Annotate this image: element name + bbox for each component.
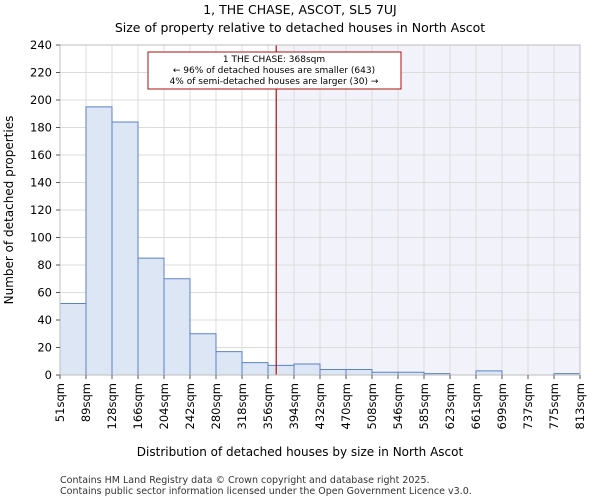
y-tick-label: 100 xyxy=(30,231,52,245)
x-tick-label: 508sqm xyxy=(365,383,379,429)
x-tick-label: 166sqm xyxy=(131,383,145,429)
bar-432sqm xyxy=(319,369,347,376)
x-tick-label: 242sqm xyxy=(183,383,197,429)
footer-line-1: Contains HM Land Registry data © Crown c… xyxy=(60,475,430,486)
x-tick-label: 204sqm xyxy=(157,383,171,429)
x-axis-ticks: 51sqm 89sqm 128sqm 166sqm 204sqm 242sqm 280sqm… xyxy=(53,375,587,429)
chart-subtitle: Size of property relative to detached ho… xyxy=(115,20,485,35)
bar-470sqm xyxy=(345,369,373,376)
y-tick-label: 140 xyxy=(30,176,52,190)
annotation-line-1: 1 THE CHASE: 368sqm xyxy=(223,55,325,65)
bar-661sqm xyxy=(475,370,503,376)
x-tick-label: 813sqm xyxy=(573,383,587,429)
x-tick-label: 394sqm xyxy=(287,383,301,429)
chart-title: 1, THE CHASE, ASCOT, SL5 7UJ xyxy=(203,2,397,17)
x-tick-label: 623sqm xyxy=(443,383,457,429)
x-tick-label: 737sqm xyxy=(521,383,535,429)
y-tick-label: 60 xyxy=(37,286,52,300)
y-tick-label: 20 xyxy=(37,341,52,355)
y-tick-label: 180 xyxy=(30,121,52,135)
x-tick-label: 699sqm xyxy=(495,383,509,429)
bar-242sqm xyxy=(189,333,217,376)
y-tick-label: 80 xyxy=(37,258,52,272)
y-tick-label: 240 xyxy=(30,38,52,52)
y-tick-label: 200 xyxy=(30,93,52,107)
x-tick-label: 432sqm xyxy=(313,383,327,429)
bar-51sqm xyxy=(59,303,87,376)
bar-204sqm xyxy=(163,278,191,376)
x-tick-label: 318sqm xyxy=(235,383,249,429)
y-axis-label: Number of detached properties xyxy=(2,116,16,305)
y-tick-label: 220 xyxy=(30,66,52,80)
x-tick-label: 585sqm xyxy=(417,383,431,429)
x-tick-label: 51sqm xyxy=(53,383,67,422)
bar-89sqm xyxy=(85,106,113,376)
x-tick-label: 470sqm xyxy=(339,383,353,429)
y-axis-ticks: 0 20 40 60 80 100 120 140 160 180 200 220 240 xyxy=(30,38,60,382)
x-tick-label: 280sqm xyxy=(209,383,223,429)
x-axis-label: Distribution of detached houses by size … xyxy=(137,445,464,459)
x-tick-label: 128sqm xyxy=(105,383,119,429)
y-tick-label: 160 xyxy=(30,148,52,162)
y-tick-label: 0 xyxy=(45,368,52,382)
y-tick-label: 40 xyxy=(37,313,52,327)
x-tick-label: 775sqm xyxy=(547,383,561,429)
bar-166sqm xyxy=(137,257,165,376)
annotation-line-3: 4% of semi-detached houses are larger (3… xyxy=(170,77,379,87)
footer-line-2: Contains public sector information licen… xyxy=(60,486,472,497)
x-tick-label: 661sqm xyxy=(469,383,483,429)
bar-356sqm xyxy=(267,364,295,376)
annotation-line-2: ← 96% of detached houses are smaller (64… xyxy=(173,66,375,76)
bar-128sqm xyxy=(111,121,139,376)
annotation-box: 1 THE CHASE: 368sqm ← 96% of detached ho… xyxy=(147,51,402,90)
annotation-border xyxy=(147,51,402,90)
bar-318sqm xyxy=(241,362,269,376)
bars xyxy=(59,106,581,376)
x-tick-label: 356sqm xyxy=(261,383,275,429)
x-tick-label: 89sqm xyxy=(79,383,93,422)
bar-280sqm xyxy=(215,351,243,376)
y-tick-label: 120 xyxy=(30,203,52,217)
x-tick-label: 546sqm xyxy=(391,383,405,429)
bar-394sqm xyxy=(293,363,321,376)
